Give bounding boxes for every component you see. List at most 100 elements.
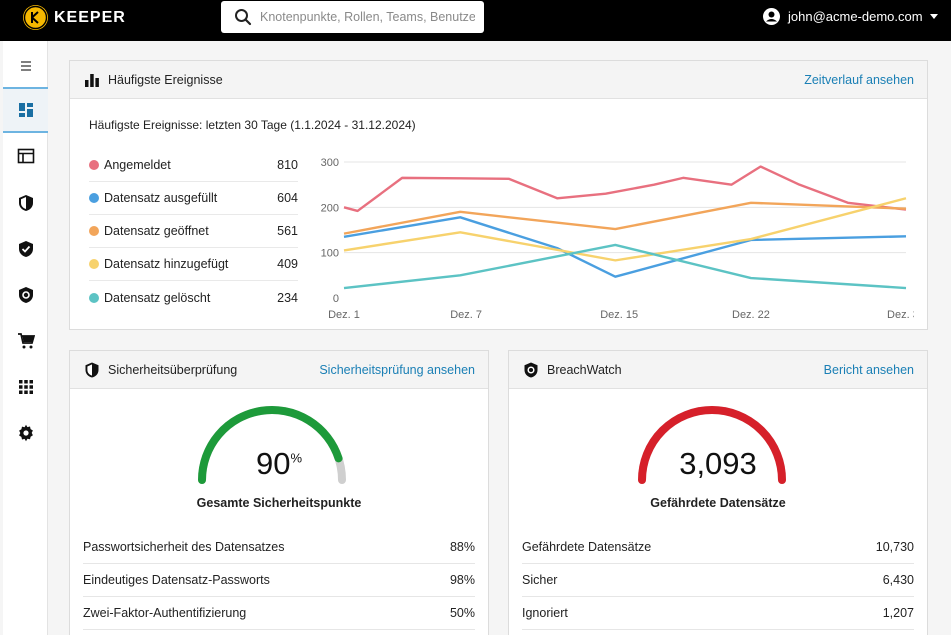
stat-label: Sicher xyxy=(522,573,558,587)
stat-label: Eindeutiges Datensatz-Passworts xyxy=(83,573,270,587)
sidebar-item-breachwatch[interactable] xyxy=(3,272,48,318)
legend-row[interactable]: Datensatz hinzugefügt 409 xyxy=(89,248,298,281)
search-box[interactable] xyxy=(221,1,484,33)
breachwatch-caption: Gefährdete Datensätze xyxy=(650,496,786,510)
shield-check-icon xyxy=(18,241,33,257)
user-email: john@acme-demo.com xyxy=(788,9,923,24)
legend-color-dot xyxy=(89,226,99,236)
events-legend: Angemeldet 810 Datensatz ausgefüllt 604 Date… xyxy=(89,149,298,314)
breachwatch-icon xyxy=(524,362,538,377)
legend-count: 810 xyxy=(277,158,298,172)
breachwatch-title: BreachWatch xyxy=(547,362,622,377)
sidebar-item-security-audit[interactable] xyxy=(3,180,48,226)
security-audit-link[interactable]: Sicherheitsprüfung ansehen xyxy=(319,362,475,377)
sidebar-item-shop[interactable] xyxy=(3,318,48,364)
sidebar-item-integrations[interactable] xyxy=(3,364,48,410)
security-score-unit: % xyxy=(290,450,303,466)
breachwatch-card-header: BreachWatch Bericht ansehen xyxy=(509,351,927,389)
sidebar-menu-toggle[interactable] xyxy=(3,43,48,89)
security-score-caption: Gesamte Sicherheitspunkte xyxy=(196,496,362,510)
events-line-chart: 0 100 200 300 Dez. 1 Dez. 7 Dez. 15 Dez. 22 Dez.… xyxy=(321,157,914,319)
x-tick-label: Dez. 1 xyxy=(328,309,360,319)
gauge-fill xyxy=(198,406,343,484)
security-title: Sicherheitsüberprüfung xyxy=(108,362,238,377)
brand-name: KEEPER xyxy=(54,8,126,26)
breachwatch-gauge xyxy=(638,406,786,484)
events-card-header: Häufigste Ereignisse Zeitverlauf ansehen xyxy=(70,61,927,99)
user-avatar-icon xyxy=(763,8,780,25)
stat-value: 6,430 xyxy=(882,573,914,587)
settings-gear-icon xyxy=(18,424,33,442)
x-tick-label: Dez. 7 xyxy=(450,309,482,319)
keeper-logo-icon xyxy=(23,5,48,30)
legend-color-dot xyxy=(89,160,99,170)
events-title: Häufigste Ereignisse xyxy=(108,72,223,87)
menu-icon xyxy=(20,61,31,71)
stat-row: Gefährdete Datensätze 10,730 xyxy=(522,531,914,564)
legend-color-dot xyxy=(89,292,99,303)
breachwatch-count: 3,093 xyxy=(679,446,757,481)
search-icon xyxy=(235,9,252,26)
breachwatch-icon xyxy=(18,287,33,303)
stat-row: Ignoriert 1,207 xyxy=(522,597,914,630)
legend-row[interactable]: Datensatz geöffnet 561 xyxy=(89,215,298,248)
series-line xyxy=(343,165,907,213)
chevron-down-icon xyxy=(929,13,938,19)
events-timeline-link[interactable]: Zeitverlauf ansehen xyxy=(804,72,914,87)
sidebar-item-admin[interactable] xyxy=(3,133,48,179)
events-subtitle: Häufigste Ereignisse: letzten 30 Tage (1… xyxy=(89,118,416,132)
legend-label: Angemeldet xyxy=(104,158,171,172)
apps-grid-icon xyxy=(18,380,33,394)
stat-row: Passwortsicherheit des Datensatzes 88% xyxy=(83,531,475,564)
legend-row[interactable]: Datensatz gelöscht 234 xyxy=(89,281,298,314)
stat-label: Ignoriert xyxy=(522,606,568,620)
keeper-logo[interactable]: KEEPER xyxy=(23,5,126,30)
dashboard-icon xyxy=(18,103,33,117)
top-bar: KEEPER john@acme-demo.com xyxy=(0,0,951,41)
sidebar-item-settings[interactable] xyxy=(3,410,48,456)
legend-color-dot xyxy=(89,259,99,269)
legend-label: Datensatz gelöscht xyxy=(104,290,211,305)
x-tick-label: Dez. 22 xyxy=(732,309,770,319)
legend-row[interactable]: Datensatz ausgefüllt 604 xyxy=(89,182,298,215)
security-audit-card: Sicherheitsüberprüfung Sicherheitsprüfun… xyxy=(69,350,489,635)
security-score-value: 90% xyxy=(70,446,488,482)
legend-row[interactable]: Angemeldet 810 xyxy=(89,149,298,182)
sidebar xyxy=(3,41,48,635)
search-input[interactable] xyxy=(260,10,475,24)
legend-label: Datensatz hinzugefügt xyxy=(104,257,229,271)
stat-label: Passwortsicherheit des Datensatzes xyxy=(83,540,285,554)
stat-value: 88% xyxy=(449,540,475,554)
legend-count: 604 xyxy=(277,191,298,205)
cart-icon xyxy=(17,333,35,349)
series-line xyxy=(343,201,907,235)
stat-label: Zwei-Faktor-Authentifizierung xyxy=(83,606,247,620)
stat-row: Zwei-Faktor-Authentifizierung 50% xyxy=(83,597,475,630)
breachwatch-report-link[interactable]: Bericht ansehen xyxy=(823,362,914,377)
gauge-fill xyxy=(638,406,786,484)
admin-console-icon xyxy=(17,148,34,164)
series-line xyxy=(343,216,907,278)
y-tick-label: 100 xyxy=(321,248,339,260)
security-audit-icon xyxy=(18,195,33,211)
events-card: Häufigste Ereignisse Zeitverlauf ansehen… xyxy=(69,60,928,330)
sidebar-item-dashboard[interactable] xyxy=(3,87,48,133)
legend-label: Datensatz geöffnet xyxy=(104,224,209,238)
series-line xyxy=(343,197,907,262)
stat-row: Sicher 6,430 xyxy=(522,564,914,597)
legend-color-dot xyxy=(89,193,99,203)
security-score-gauge xyxy=(198,406,346,484)
sidebar-item-compliance[interactable] xyxy=(3,226,48,272)
stat-value: 1,207 xyxy=(882,606,914,620)
breachwatch-card: BreachWatch Bericht ansehen 3,093 Gefähr… xyxy=(508,350,928,635)
stat-label: Gefährdete Datensätze xyxy=(522,540,652,554)
legend-label: Datensatz ausgefüllt xyxy=(104,191,218,205)
legend-count: 234 xyxy=(277,290,298,305)
y-tick-label: 300 xyxy=(321,157,339,169)
security-card-header: Sicherheitsüberprüfung Sicherheitsprüfun… xyxy=(70,351,488,389)
series-line xyxy=(343,243,907,290)
user-menu[interactable]: john@acme-demo.com xyxy=(763,8,938,25)
stat-value: 98% xyxy=(449,573,475,587)
legend-count: 561 xyxy=(277,224,298,238)
x-tick-label: Dez. 30 xyxy=(887,309,914,319)
